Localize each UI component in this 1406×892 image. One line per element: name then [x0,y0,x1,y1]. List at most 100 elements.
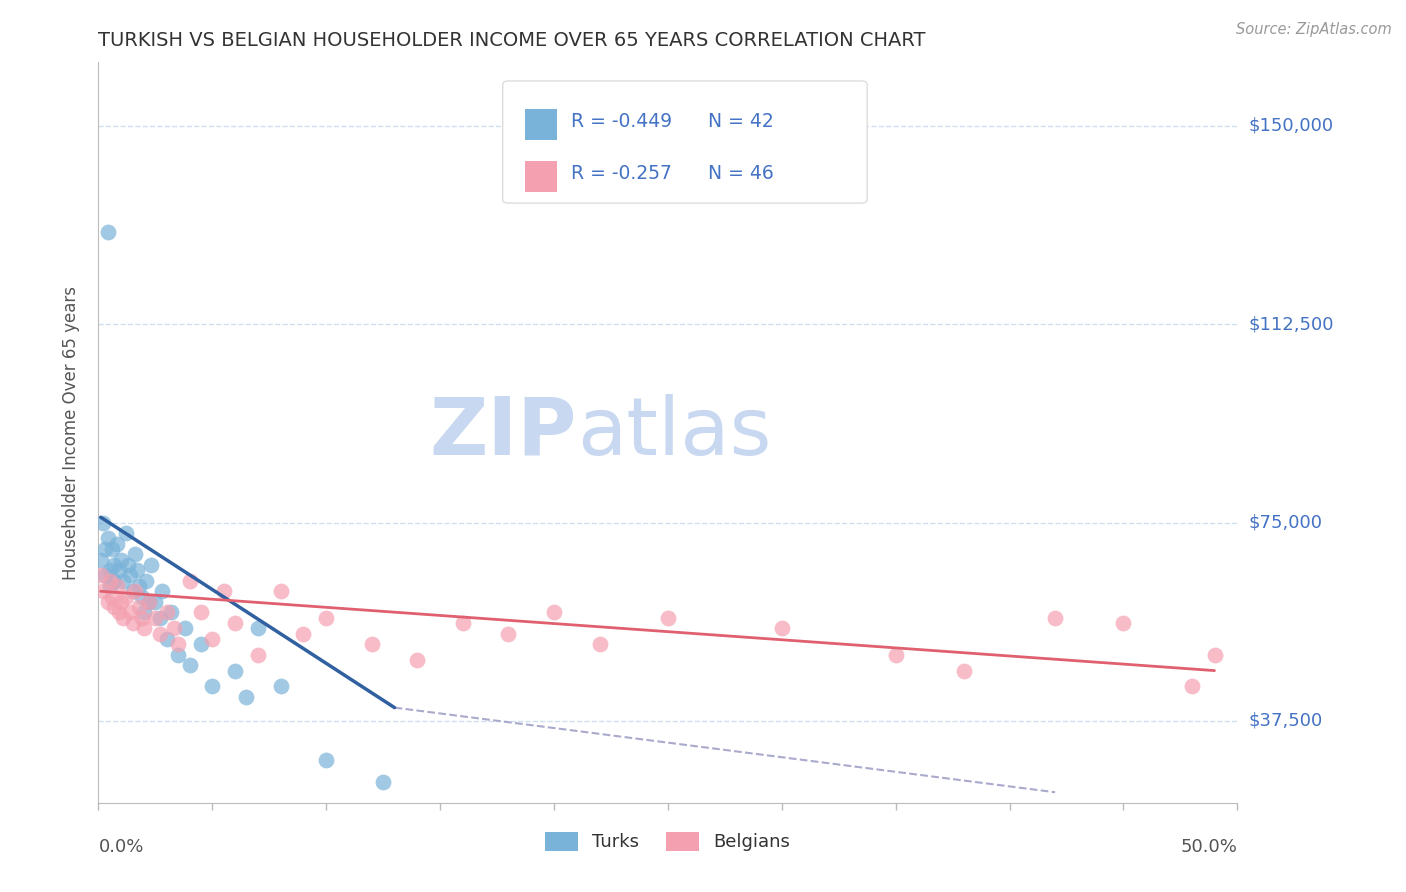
Point [110,552,132,566]
Text: R = -0.257: R = -0.257 [571,164,672,183]
Point [360,637,382,651]
Point [138,595,160,609]
Point [149,611,172,625]
Point [179,574,201,588]
Point [770,621,793,635]
Point [127,563,149,577]
Point [96,225,118,239]
Point [190,606,212,620]
Point [953,664,976,678]
Point [150,584,173,599]
Point [135,574,157,588]
Point [121,584,143,599]
Point [167,648,190,662]
Point [212,584,235,599]
Text: N = 46: N = 46 [707,164,773,183]
Text: $37,500: $37,500 [1249,712,1323,730]
Point [90,568,112,582]
Point [138,595,160,609]
Point [224,664,246,678]
Point [371,774,394,789]
Point [201,632,224,646]
Point [156,606,179,620]
Point [145,595,167,609]
Point [124,547,146,561]
FancyBboxPatch shape [526,109,557,140]
FancyBboxPatch shape [503,81,868,203]
Point [1112,615,1135,630]
Point [235,690,257,704]
Point [114,590,136,604]
Point [145,611,167,625]
Point [1204,648,1226,662]
Point [167,637,190,651]
Point [160,606,183,620]
Point [105,537,128,551]
Point [315,754,337,768]
Point [121,615,143,630]
Point [498,626,520,640]
Text: TURKISH VS BELGIAN HOUSEHOLDER INCOME OVER 65 YEARS CORRELATION CHART: TURKISH VS BELGIAN HOUSEHOLDER INCOME OV… [98,30,927,50]
Point [101,541,124,556]
Text: 0.0%: 0.0% [98,838,143,855]
Text: atlas: atlas [576,393,770,472]
Point [315,611,337,625]
Y-axis label: Householder Income Over 65 years: Householder Income Over 65 years [62,285,80,580]
Point [114,526,136,541]
Point [1043,611,1066,625]
Point [139,558,162,572]
Point [103,558,125,572]
Text: ZIP: ZIP [429,393,576,472]
Point [190,637,212,651]
Point [101,590,124,604]
Point [94,568,117,582]
Point [108,563,131,577]
Text: N = 42: N = 42 [707,112,773,131]
Point [179,658,201,673]
Point [149,626,172,640]
Point [98,574,121,588]
Point [588,637,610,651]
Point [451,615,474,630]
Point [132,621,155,635]
Text: R = -0.449: R = -0.449 [571,112,672,131]
Point [91,584,114,599]
Point [201,680,224,694]
FancyBboxPatch shape [526,161,557,192]
Point [128,579,150,593]
Text: $150,000: $150,000 [1249,117,1333,135]
Point [103,600,125,615]
Point [270,680,292,694]
Point [246,621,269,635]
Point [657,611,679,625]
Point [98,563,121,577]
Point [120,606,142,620]
Text: 50.0%: 50.0% [1181,838,1237,855]
Point [128,600,150,615]
Point [543,606,565,620]
Point [103,574,125,588]
Point [105,579,128,593]
Text: $112,500: $112,500 [1249,315,1334,334]
Text: Source: ZipAtlas.com: Source: ZipAtlas.com [1236,22,1392,37]
Point [162,621,184,635]
Point [884,648,907,662]
Point [246,648,269,662]
Point [131,590,153,604]
Point [110,595,132,609]
Point [120,568,142,582]
Point [112,574,135,588]
Point [94,541,117,556]
Point [91,516,114,530]
Point [270,584,292,599]
Point [112,611,135,625]
Point [90,552,112,566]
Point [108,606,131,620]
Point [117,558,139,572]
Point [96,532,118,546]
Point [132,606,155,620]
Point [124,584,146,599]
Point [156,632,179,646]
Point [292,626,315,640]
Point [224,615,246,630]
